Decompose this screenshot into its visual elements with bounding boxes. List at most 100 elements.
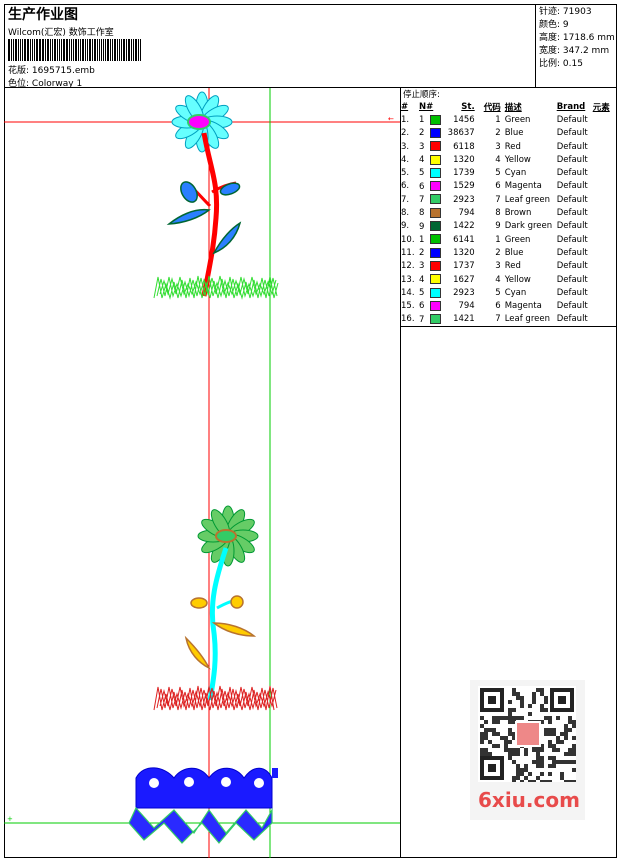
table-row: 3. 3 6118 3 Red Default [401,140,617,153]
col-brand: Brand [556,101,586,112]
color-swatch [429,260,441,271]
barcode [8,39,142,61]
row-stitches: 1320 [453,247,475,258]
row-element [593,273,617,286]
row-description: Leaf green [504,314,550,325]
row-description: Blue [504,247,524,258]
row-stitches: 1456 [453,114,475,125]
table-row: 16. 7 1421 7 Leaf green Default [401,313,617,326]
row-needle-cell: 1 [419,113,441,126]
row-needle: 6 [419,181,425,192]
row-needle-cell: 8 [419,206,441,219]
row-needle-cell: 5 [419,166,441,179]
row-brand: Default [556,247,588,258]
row-element [593,206,617,219]
color-swatch [429,274,441,285]
row-num: 13. [401,274,415,285]
colorway-value: Colorway 1 [31,79,83,89]
row-code: 9 [495,221,501,232]
row-code: 7 [495,194,501,205]
table-row: 13. 4 1627 4 Yellow Default [401,273,617,286]
table-row: 4. 4 1320 4 Yellow Default [401,153,617,166]
color-swatch [429,247,441,258]
border-pattern [128,767,278,844]
row-needle: 8 [419,208,425,219]
row-stitches: 2923 [453,287,475,298]
row-stitches: 6141 [453,234,475,245]
row-brand: Default [556,194,588,205]
row-element [593,127,617,140]
row-description: Red [504,141,521,152]
stop-sequence-panel: 停止顺序: # N# St. 代码 描述 Brand 元素 1. 1 1456 1 G… [401,88,617,327]
table-row: 15. 6 794 6 Magenta Default [401,299,617,312]
table-row: 7. 7 2923 7 Leaf green Default [401,193,617,206]
row-description: Magenta [504,181,542,192]
row-description: Blue [504,128,524,139]
row-stitches: 38637 [447,128,475,139]
row-needle-cell: 2 [419,127,441,140]
table-row: 11. 2 1320 2 Blue Default [401,246,617,259]
row-needle: 6 [419,301,425,312]
stat-scale: 比例: 0.15 [539,59,583,69]
row-num: 3. [401,141,410,152]
row-code: 1 [495,234,501,245]
embroidery-preview: ← + [4,88,400,858]
color-swatch [429,207,441,218]
row-brand: Default [556,314,588,325]
color-swatch [429,221,441,232]
row-brand: Default [556,261,588,272]
row-code: 6 [495,181,501,192]
row-description: Green [504,234,531,245]
stop-sequence-table: # N# St. 代码 描述 Brand 元素 1. 1 1456 1 Green De… [401,100,617,326]
row-num: 9. [401,221,410,232]
table-row: 10. 1 6141 1 Green Default [401,233,617,246]
row-needle: 5 [419,168,425,179]
col-description: 描述 [504,102,522,113]
row-code: 5 [495,168,501,179]
row-num: 1. [401,114,410,125]
row-brand: Default [556,181,588,192]
row-code: 2 [495,128,501,139]
row-stitches: 1422 [453,221,475,232]
row-needle-cell: 6 [419,180,441,193]
row-brand: Default [556,114,588,125]
row-stitches: 1320 [453,154,475,165]
color-swatch [429,114,441,125]
row-stitches: 1737 [453,261,475,272]
color-swatch [429,194,441,205]
color-swatch [429,167,441,178]
row-num: 12. [401,261,415,272]
row-description: Cyan [504,168,527,179]
color-swatch [429,234,441,245]
seal-icon [515,721,541,747]
svg-text:←: ← [388,115,394,123]
color-swatch [429,300,441,311]
row-num: 11. [401,247,415,258]
row-brand: Default [556,301,588,312]
stat-width: 宽度: 347.2 mm [539,46,610,56]
row-brand: Default [556,128,588,139]
col-num: # [401,101,409,112]
col-element: 元素 [592,102,610,113]
color-swatch [429,314,441,325]
row-needle-cell: 4 [419,153,441,166]
design-label: 花版: [8,66,30,76]
table-row: 8. 8 794 8 Brown Default [401,206,617,219]
stat-stitches: 针迹: 71903 [539,7,592,17]
colorway-label: 色位: [8,79,30,89]
row-code: 6 [495,301,501,312]
color-swatch [429,287,441,298]
row-brand: Default [556,287,588,298]
row-description: Brown [504,208,532,219]
row-code: 3 [495,141,501,152]
row-stitches: 1739 [453,168,475,179]
row-description: Red [504,261,521,272]
header-panel: 生产作业图 Wilcom(汇宏) 数饰工作室 花版: 1695715.emb 色… [4,4,536,89]
row-needle: 9 [419,221,425,232]
row-needle: 4 [419,155,425,166]
stat-height: 高度: 1718.6 mm [539,33,615,43]
row-stitches: 6118 [453,141,475,152]
row-element [593,246,617,259]
row-needle: 1 [419,234,425,245]
row-brand: Default [556,221,588,232]
